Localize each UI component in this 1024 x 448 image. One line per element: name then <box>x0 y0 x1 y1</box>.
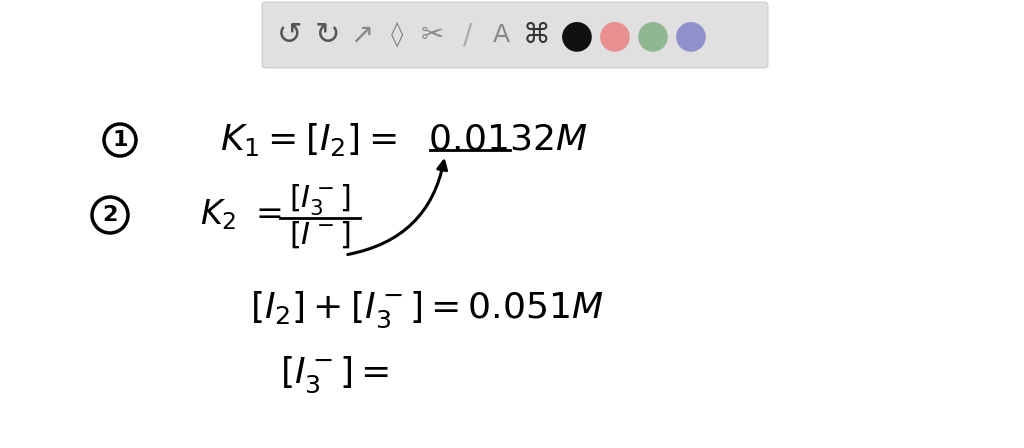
Text: 1: 1 <box>113 130 128 150</box>
FancyBboxPatch shape <box>262 2 768 68</box>
Text: $[I_2] + [I_3^-] = 0.051M$: $[I_2] + [I_3^-] = 0.051M$ <box>250 290 603 330</box>
Text: ●: ● <box>598 16 632 54</box>
Text: $[I^-]$: $[I^-]$ <box>290 220 350 250</box>
Text: $[I_3^-] = $: $[I_3^-] = $ <box>280 355 389 395</box>
Text: $[I_3^-]$: $[I_3^-]$ <box>290 182 350 218</box>
FancyArrowPatch shape <box>348 161 446 254</box>
Text: 2: 2 <box>102 205 118 225</box>
Text: ◊: ◊ <box>391 22 403 48</box>
Text: ●: ● <box>560 16 594 54</box>
Text: ↻: ↻ <box>314 21 340 49</box>
Text: /: / <box>463 21 473 49</box>
Text: ✂: ✂ <box>421 21 443 49</box>
Text: ↗: ↗ <box>350 21 374 49</box>
Text: ↺: ↺ <box>278 21 303 49</box>
Text: A: A <box>493 23 510 47</box>
Text: $K_2 \ =$: $K_2 \ =$ <box>200 198 282 233</box>
Text: ⌘: ⌘ <box>522 21 550 49</box>
Text: ●: ● <box>674 16 708 54</box>
Text: $K_1 = [I_2] = \ \ 0.0132M$: $K_1 = [I_2] = \ \ 0.0132M$ <box>220 121 588 159</box>
Text: ●: ● <box>636 16 670 54</box>
